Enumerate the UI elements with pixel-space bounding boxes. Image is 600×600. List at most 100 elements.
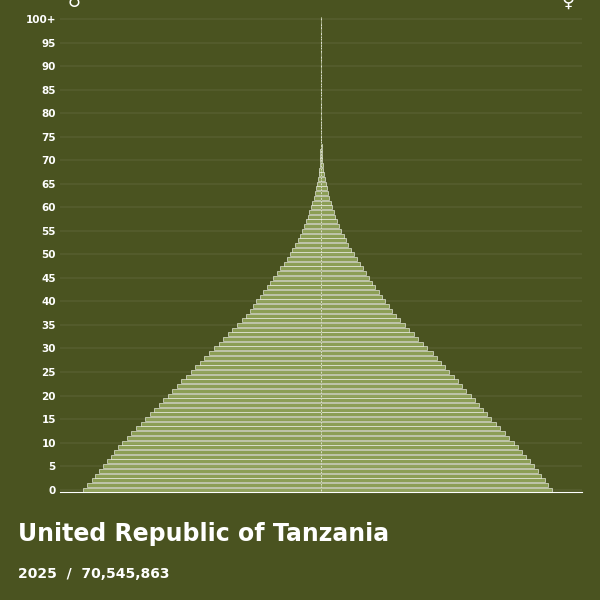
- Bar: [131, 431, 321, 435]
- Bar: [321, 394, 471, 398]
- Bar: [321, 455, 526, 459]
- Bar: [209, 351, 321, 355]
- Bar: [260, 295, 321, 299]
- Bar: [103, 464, 321, 468]
- Bar: [318, 177, 321, 181]
- Bar: [321, 191, 328, 195]
- Bar: [320, 163, 321, 167]
- Bar: [321, 285, 376, 289]
- Bar: [172, 389, 321, 393]
- Text: 2025  /  70,545,863: 2025 / 70,545,863: [18, 567, 170, 581]
- Bar: [140, 422, 321, 426]
- Bar: [191, 370, 321, 374]
- Bar: [266, 285, 321, 289]
- Bar: [92, 478, 321, 482]
- Bar: [315, 191, 321, 195]
- Bar: [111, 455, 321, 459]
- Bar: [321, 422, 496, 426]
- Bar: [200, 361, 321, 365]
- Text: ♂: ♂: [68, 0, 84, 11]
- Bar: [270, 281, 321, 284]
- Bar: [321, 332, 413, 337]
- Bar: [321, 210, 334, 214]
- Bar: [321, 323, 404, 327]
- Bar: [232, 328, 321, 332]
- Bar: [321, 403, 479, 407]
- Bar: [321, 379, 458, 383]
- Bar: [321, 464, 534, 468]
- Bar: [321, 412, 487, 416]
- Bar: [321, 304, 389, 308]
- Bar: [290, 253, 321, 256]
- Bar: [263, 290, 321, 294]
- Bar: [321, 351, 433, 355]
- Bar: [321, 436, 509, 440]
- Bar: [115, 450, 321, 454]
- Bar: [321, 215, 335, 219]
- Bar: [95, 473, 321, 478]
- Bar: [317, 182, 321, 186]
- Bar: [321, 196, 329, 200]
- Bar: [321, 342, 422, 346]
- Bar: [287, 257, 321, 261]
- Bar: [87, 483, 321, 487]
- Bar: [253, 304, 321, 308]
- Bar: [321, 361, 441, 365]
- Bar: [321, 328, 409, 332]
- Bar: [314, 196, 321, 200]
- Bar: [280, 266, 321, 271]
- Bar: [321, 248, 351, 251]
- Bar: [313, 200, 321, 205]
- Bar: [321, 488, 553, 491]
- Bar: [316, 187, 321, 190]
- Bar: [321, 445, 518, 449]
- Bar: [321, 200, 331, 205]
- Bar: [321, 365, 445, 369]
- Bar: [321, 469, 538, 473]
- Bar: [321, 266, 363, 271]
- Bar: [168, 394, 321, 398]
- Bar: [321, 295, 382, 299]
- Bar: [321, 177, 325, 181]
- Bar: [321, 262, 359, 266]
- Bar: [298, 238, 321, 242]
- Bar: [149, 412, 321, 416]
- Bar: [310, 210, 321, 214]
- Bar: [321, 417, 491, 421]
- Bar: [145, 417, 321, 421]
- Bar: [321, 238, 346, 242]
- Bar: [223, 337, 321, 341]
- Bar: [320, 158, 321, 162]
- Bar: [300, 233, 321, 238]
- Bar: [98, 469, 321, 473]
- Bar: [321, 243, 349, 247]
- Bar: [321, 167, 323, 172]
- Bar: [136, 427, 321, 430]
- Bar: [321, 276, 369, 280]
- Bar: [321, 281, 372, 284]
- Bar: [321, 478, 545, 482]
- Bar: [321, 389, 466, 393]
- Bar: [292, 248, 321, 251]
- Bar: [321, 163, 323, 167]
- Bar: [321, 314, 397, 317]
- Bar: [195, 365, 321, 369]
- Bar: [321, 290, 379, 294]
- Bar: [321, 149, 322, 153]
- Bar: [321, 460, 530, 463]
- Bar: [321, 229, 341, 233]
- Bar: [237, 323, 321, 327]
- Bar: [321, 253, 354, 256]
- Bar: [214, 346, 321, 350]
- Bar: [319, 172, 321, 176]
- Bar: [321, 375, 454, 379]
- Text: United Republic of Tanzania: United Republic of Tanzania: [18, 522, 389, 546]
- Bar: [304, 224, 321, 228]
- Bar: [204, 356, 321, 360]
- Bar: [320, 154, 321, 158]
- Bar: [83, 488, 321, 491]
- Bar: [321, 271, 366, 275]
- Bar: [321, 299, 385, 304]
- Bar: [321, 154, 322, 158]
- Bar: [177, 384, 321, 388]
